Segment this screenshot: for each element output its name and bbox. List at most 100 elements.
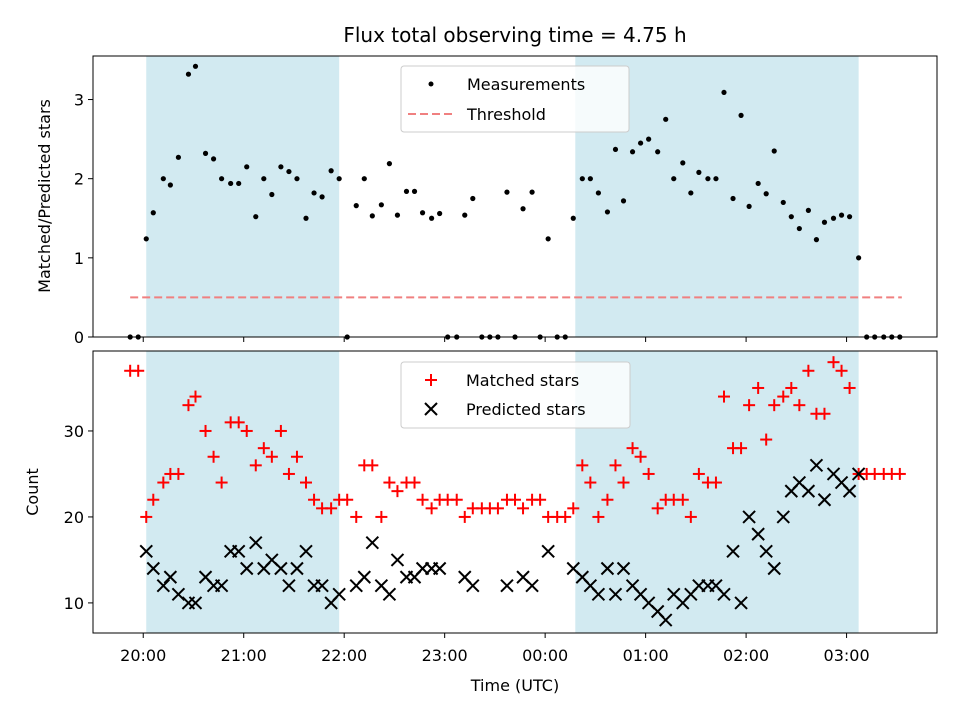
predicted-star-point	[608, 587, 623, 602]
predicted-star-stroke-b	[591, 587, 606, 602]
measurement-point	[411, 188, 418, 194]
x-tick-label: 20:00	[120, 646, 166, 665]
measurement-point	[185, 71, 192, 77]
predicted-star-point	[139, 544, 153, 559]
measurement-point	[696, 169, 702, 175]
predicted-star-stroke-b	[214, 579, 229, 593]
measurement-point	[604, 209, 611, 215]
measurement-point	[705, 176, 711, 182]
matched-star-point	[743, 399, 756, 412]
matched-star-point	[189, 390, 202, 403]
predicted-star-stroke-b	[282, 579, 296, 593]
predicted-star-point	[156, 579, 171, 593]
predicted-star-point	[299, 544, 313, 559]
predicted-star-point	[809, 458, 824, 473]
predicted-star-point	[751, 527, 765, 541]
predicted-star-stroke-b	[809, 458, 824, 473]
measurement-point	[319, 194, 325, 200]
measurement-point	[529, 189, 535, 195]
matched-star-point	[265, 450, 278, 463]
measurement-point	[437, 210, 443, 217]
predicted-star-stroke-b	[734, 596, 748, 610]
predicted-star-stroke-b	[575, 570, 590, 584]
measurement-point	[167, 182, 173, 188]
predicted-star-point	[851, 467, 866, 481]
predicted-star-point	[365, 536, 380, 550]
predicted-star-point	[432, 561, 447, 576]
measurement-point	[771, 148, 777, 154]
matched-star-point	[207, 450, 220, 463]
matched-star-point	[835, 364, 848, 377]
x-tick-label: 21:00	[221, 646, 267, 665]
measurement-point	[570, 215, 576, 221]
measurement-point	[620, 198, 627, 204]
matched-star-point	[735, 442, 748, 455]
predicted-star-stroke-b	[382, 587, 397, 602]
measurement-point	[278, 164, 284, 170]
matched-star-point	[827, 356, 840, 369]
predicted-star-stroke-b	[851, 467, 866, 481]
measurement-point	[303, 215, 309, 221]
matched-star-point	[408, 476, 421, 489]
predicted-star-stroke-b	[265, 553, 279, 567]
x-tick-label: 02:00	[723, 646, 769, 665]
predicted-star-stroke-b	[541, 544, 555, 559]
predicted-star-point	[357, 570, 371, 584]
predicted-star-point	[541, 544, 555, 559]
matched-star-point	[366, 459, 379, 472]
predicted-star-stroke-b	[432, 561, 447, 576]
matched-star-point	[793, 399, 806, 412]
predicted-star-point	[726, 544, 740, 559]
measurement-point	[730, 195, 736, 202]
bottom-panel-y-label: Count	[23, 468, 42, 516]
matched-star-point	[517, 502, 530, 515]
matched-star-point	[341, 493, 354, 506]
matched-star-point	[567, 502, 580, 515]
matched-star-point	[300, 476, 313, 489]
chart-title: Flux total observing time = 4.75 h	[343, 23, 686, 47]
predicted-star-stroke-b	[231, 544, 246, 559]
measurement-point	[612, 146, 619, 153]
measurement-point	[228, 180, 234, 187]
measurement-point	[160, 176, 166, 182]
predicted-star-stroke-b	[171, 587, 186, 602]
measurement-point	[328, 168, 334, 174]
measurement-point	[721, 89, 727, 96]
measurement-point	[361, 176, 367, 182]
measurement-point	[175, 154, 182, 160]
matched-star-point	[843, 381, 856, 394]
predicted-star-stroke-b	[616, 561, 631, 576]
legend-threshold-label: Threshold	[466, 105, 546, 124]
matched-star-point	[651, 502, 664, 515]
measurement-point	[353, 203, 359, 209]
measurements-series	[127, 63, 903, 340]
matched-star-point	[383, 476, 396, 489]
matched-star-point	[676, 493, 689, 506]
y-tick-label: 20	[64, 508, 84, 527]
predicted-star-point	[466, 579, 480, 593]
measurement-point	[788, 214, 794, 220]
predicted-star-stroke-b	[742, 510, 756, 524]
measurement-point	[830, 215, 837, 221]
matched-star-point	[777, 390, 790, 403]
predicted-star-point	[600, 561, 615, 576]
predicted-star-point	[717, 587, 731, 602]
matched-star-point	[559, 510, 572, 523]
matched-star-point	[450, 493, 463, 506]
matched-star-point	[642, 467, 655, 480]
matched-star-point	[785, 381, 798, 394]
predicted-star-stroke-b	[801, 484, 816, 498]
matched-star-point	[760, 433, 773, 446]
predicted-star-stroke-b	[274, 561, 288, 576]
matched-star-point	[458, 510, 471, 523]
measurement-point	[261, 176, 267, 182]
legend-matched-marker	[425, 374, 437, 386]
matched-star-point	[391, 485, 404, 498]
matched-star-point	[692, 467, 705, 480]
legend-predicted-marker	[424, 402, 438, 416]
predicted-star-point	[332, 587, 346, 602]
matched-star-point	[274, 424, 287, 437]
matched-star-point	[752, 381, 765, 394]
legend-measurements-label: Measurements	[467, 75, 585, 94]
